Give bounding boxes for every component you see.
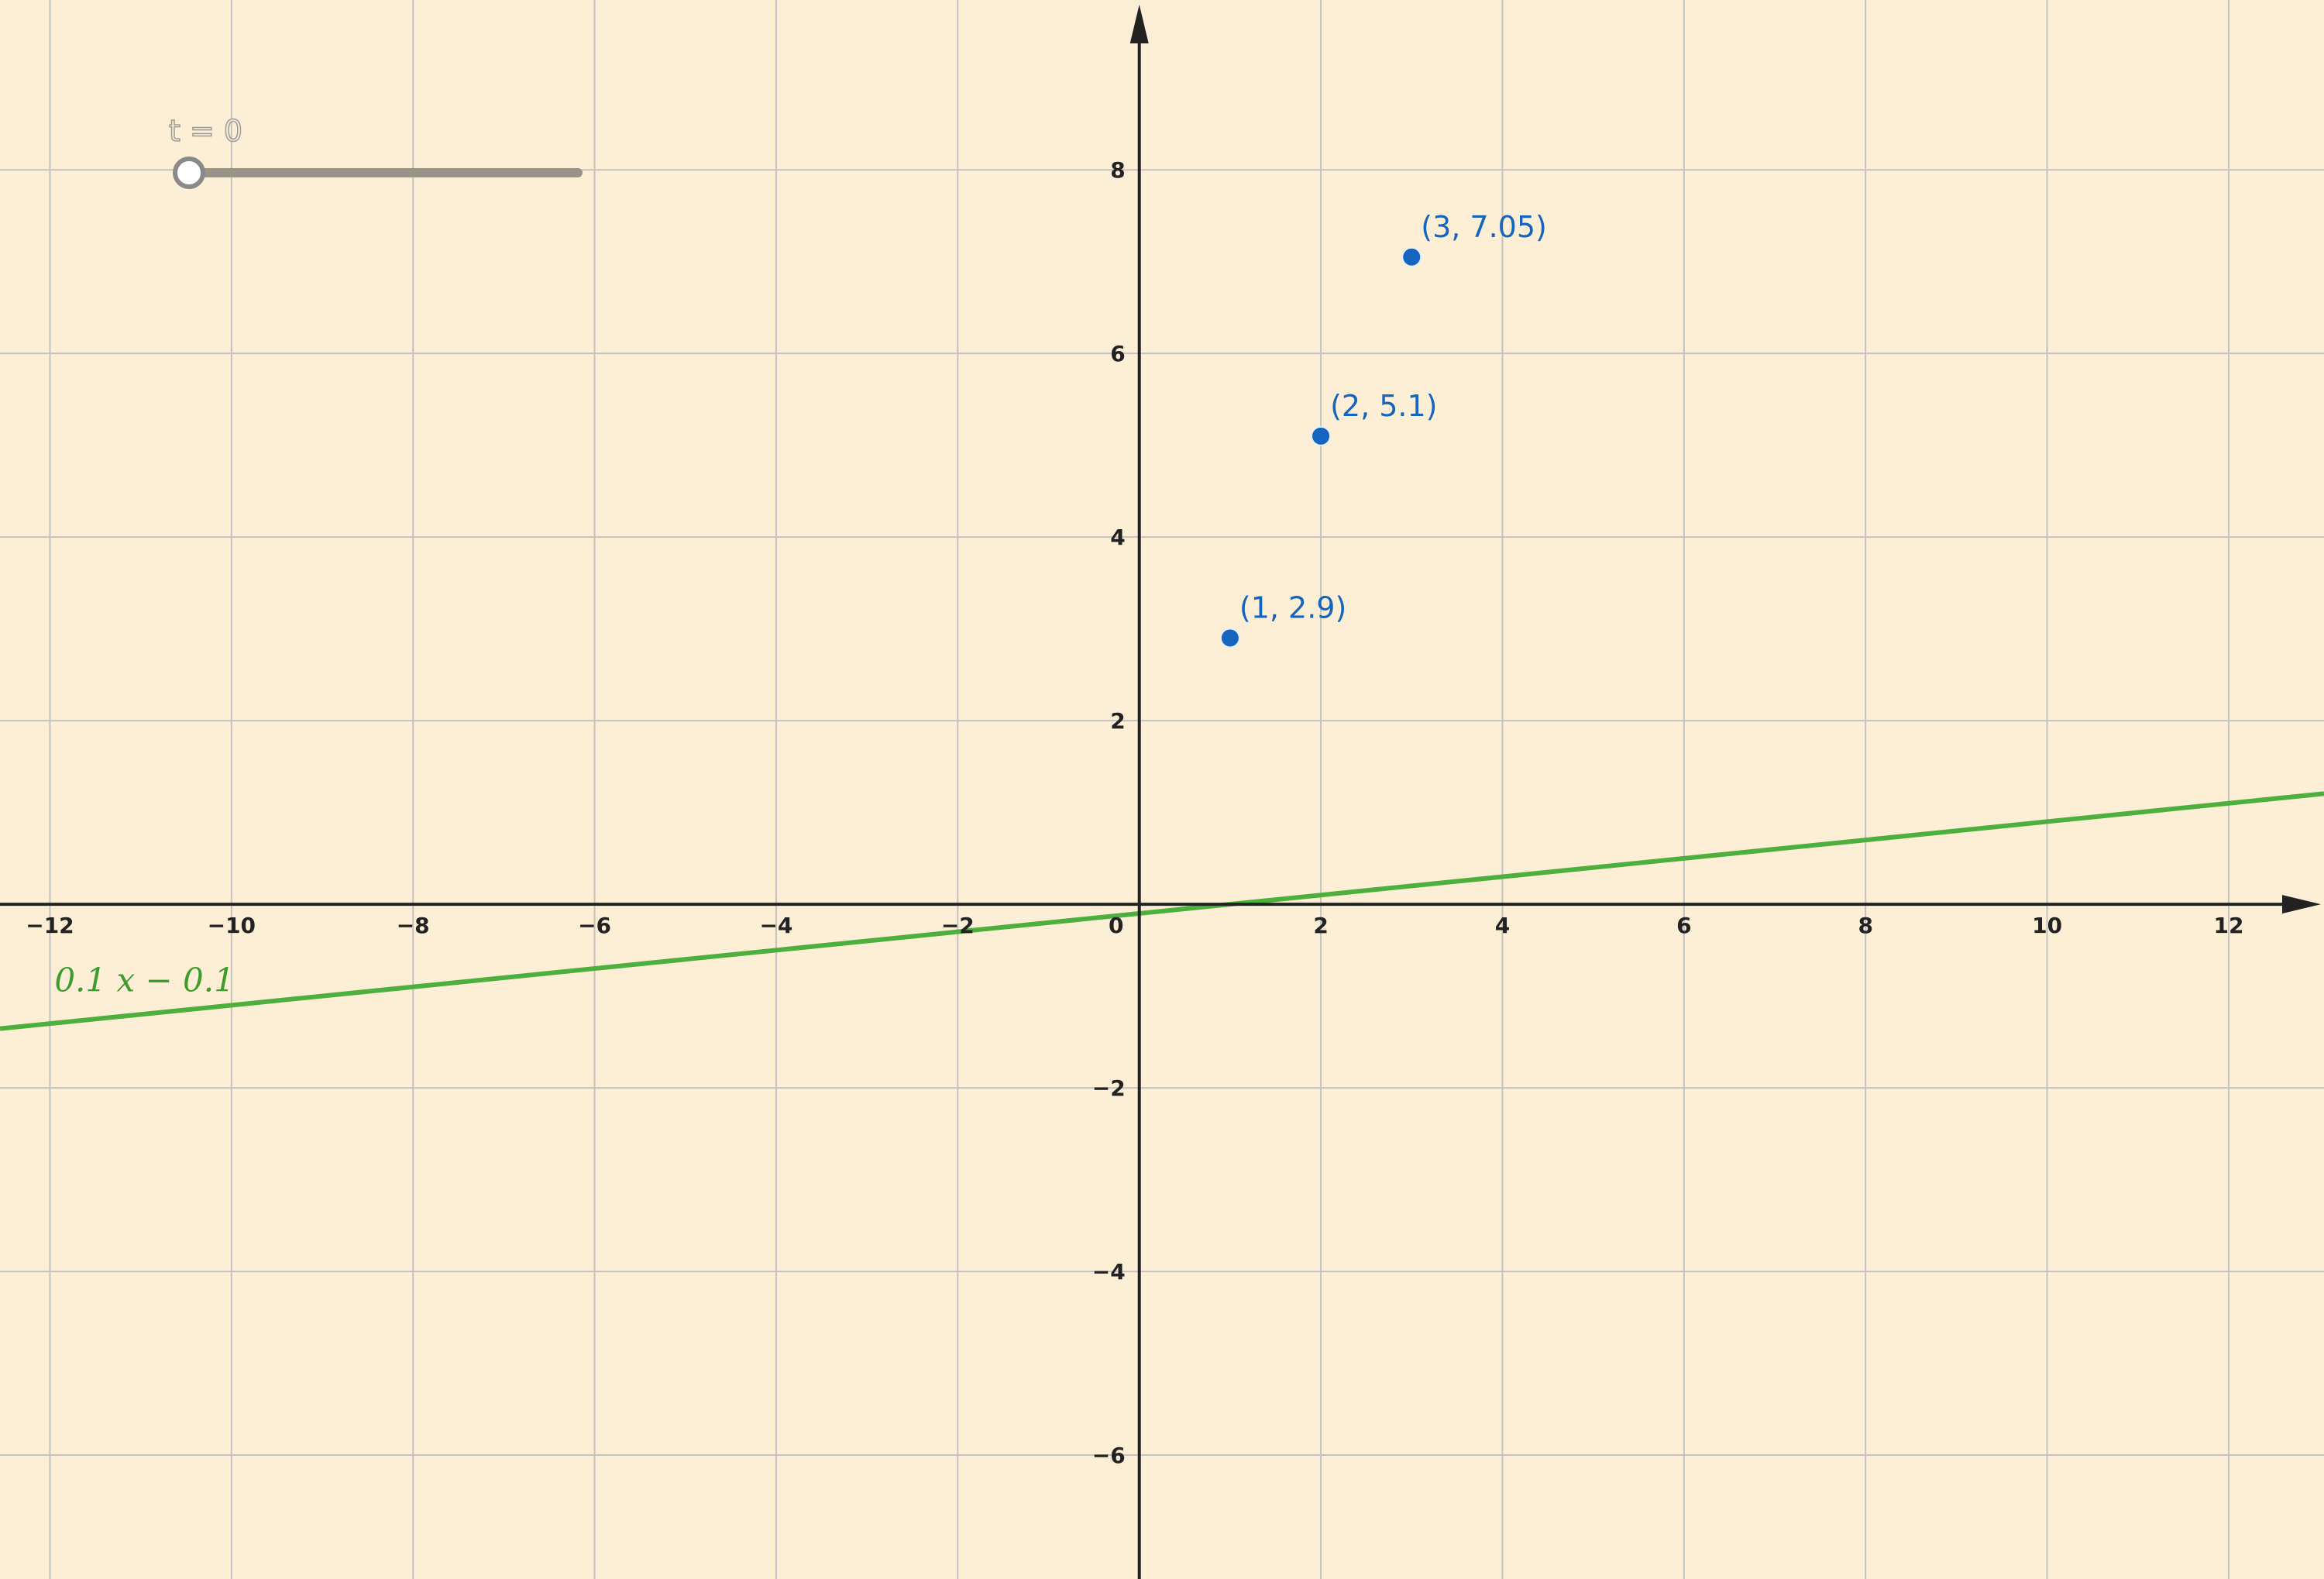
x-tick-label: 6 <box>1676 913 1691 938</box>
y-axis-arrow <box>1129 5 1149 43</box>
y-tick-label: 2 <box>1110 708 1125 734</box>
data-point-label: (3, 7.05) <box>1421 210 1547 244</box>
x-axis-arrow <box>2282 895 2321 914</box>
x-tick-label: 10 <box>2032 913 2062 938</box>
tick-labels: −12 −10 −8 −6 −4 −2 0 2 4 6 8 10 12 −6 −4 −2 2 4 6 8 <box>26 157 2243 1468</box>
data-point-label: (2, 5.1) <box>1330 389 1437 423</box>
y-tick-label: −4 <box>1092 1259 1126 1285</box>
y-tick-label: 6 <box>1110 341 1125 366</box>
x-tick-label: −8 <box>397 913 430 938</box>
axes <box>0 5 2321 1579</box>
data-point-label: (1, 2.9) <box>1239 590 1346 624</box>
x-tick-label: 12 <box>2213 913 2243 938</box>
x-tick-label: −2 <box>941 913 975 938</box>
x-tick-label: −6 <box>578 913 611 938</box>
data-point[interactable] <box>1219 628 1240 648</box>
y-tick-label: 8 <box>1110 157 1125 183</box>
y-tick-label: −2 <box>1092 1075 1126 1101</box>
x-tick-label: −4 <box>759 913 792 938</box>
x-tick-label: −10 <box>208 913 256 938</box>
x-tick-label: −12 <box>26 913 74 938</box>
function-line[interactable] <box>0 791 2324 1031</box>
y-tick-label: −6 <box>1092 1443 1126 1468</box>
x-tick-label: 8 <box>1858 913 1872 938</box>
x-tick-label: 0 <box>1109 913 1123 938</box>
function-graph[interactable]: 0.1 x − 0.1 <box>0 791 2324 1031</box>
function-label: 0.1 x − 0.1 <box>54 962 235 999</box>
data-point[interactable] <box>1401 246 1422 267</box>
slider-t[interactable]: t = 0 <box>168 113 583 189</box>
slider-handle[interactable] <box>173 157 205 189</box>
x-tick-label: 2 <box>1313 913 1328 938</box>
points[interactable]: (1, 2.9) (2, 5.1) (3, 7.05) <box>1219 210 1547 648</box>
y-tick-label: 4 <box>1110 525 1125 550</box>
slider-label: t = 0 <box>169 114 242 148</box>
x-tick-label: 4 <box>1495 913 1510 938</box>
data-point[interactable] <box>1311 425 1332 446</box>
